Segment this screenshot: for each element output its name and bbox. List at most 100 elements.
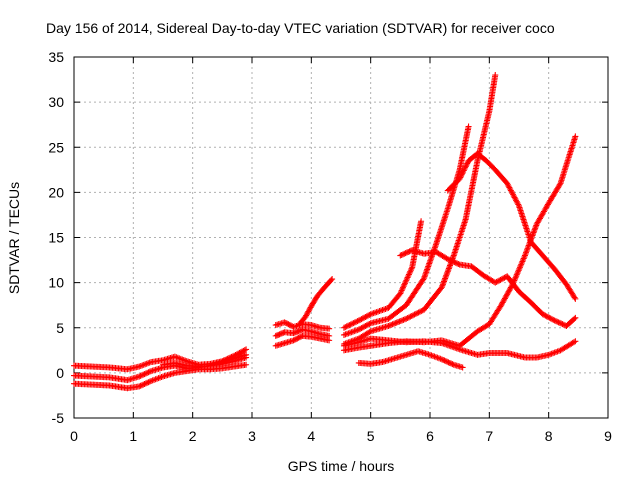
data-point-marker (556, 181, 563, 188)
data-point-marker (138, 372, 145, 379)
data-point-marker (237, 349, 244, 356)
data-point-marker (455, 260, 462, 267)
data-point-marker (137, 372, 144, 379)
data-point-marker (350, 320, 357, 327)
data-point-marker (355, 326, 362, 333)
data-point-marker (236, 349, 243, 356)
data-point-marker (329, 276, 336, 283)
x-tick-label: 6 (426, 428, 434, 444)
data-point-marker (361, 323, 368, 330)
series-track-h-mid-rise (296, 276, 336, 328)
data-point-marker (460, 168, 467, 175)
data-point-marker (497, 276, 504, 283)
series-track-f-mid (272, 326, 333, 339)
data-point-marker (571, 315, 578, 322)
data-point-marker (555, 319, 562, 326)
data-point-marker (441, 357, 448, 364)
data-point-marker (443, 255, 450, 262)
x-tick-labels: 0 1 2 3 4 5 6 7 8 9 (70, 428, 612, 444)
data-point-marker (357, 316, 364, 323)
data-point-marker (359, 324, 366, 331)
data-point-marker (446, 359, 453, 366)
data-point-marker (362, 314, 369, 321)
data-point-marker (345, 322, 352, 329)
data-point-marker (438, 356, 445, 363)
series-track-d-early (160, 354, 250, 370)
data-point-marker (415, 309, 422, 316)
data-point-marker (457, 174, 464, 181)
data-point-marker (551, 317, 558, 324)
data-point-marker (572, 133, 579, 140)
data-point-marker (552, 318, 559, 325)
x-tick-label: 8 (545, 428, 553, 444)
data-point-marker (393, 319, 400, 326)
data-point-marker (243, 354, 250, 361)
data-point-marker (347, 321, 354, 328)
data-point-marker (354, 318, 361, 325)
data-point-marker (542, 312, 549, 319)
y-tick-label: 20 (48, 184, 64, 200)
data-point-marker (351, 319, 358, 326)
data-point-marker (459, 170, 466, 177)
series-track-3-late (340, 133, 579, 354)
data-point-marker (449, 361, 456, 368)
data-point-marker (243, 346, 250, 353)
data-point-marker (243, 361, 250, 368)
data-point-marker (447, 257, 454, 264)
data-point-marker (559, 321, 566, 328)
data-point-marker (399, 317, 406, 324)
data-point-marker (463, 161, 470, 168)
data-point-marker (400, 316, 407, 323)
x-tick-label: 2 (189, 428, 197, 444)
data-point-marker (408, 312, 415, 319)
data-point-marker (462, 163, 469, 170)
data-point-marker (363, 322, 370, 329)
data-point-marker (550, 316, 557, 323)
y-tick-label: 15 (48, 230, 64, 246)
data-point-marker (385, 322, 392, 329)
data-point-marker (136, 373, 143, 380)
data-point-marker (328, 277, 335, 284)
x-tick-label: 3 (248, 428, 256, 444)
data-point-marker (141, 381, 148, 388)
data-point-marker (459, 364, 466, 371)
data-point-marker (366, 311, 373, 318)
data-point-marker (401, 250, 408, 257)
y-tick-label: 25 (48, 139, 64, 155)
data-point-marker (403, 249, 410, 256)
data-point-marker (141, 371, 148, 378)
data-point-marker (420, 276, 427, 283)
data-point-marker (572, 295, 579, 302)
data-point-marker (465, 123, 472, 130)
series-track-8-late (444, 150, 579, 302)
data-point-marker (392, 320, 399, 327)
y-tick-label: 30 (48, 94, 64, 110)
data-point-marker (451, 259, 458, 266)
data-point-marker (144, 379, 151, 386)
data-point-marker (342, 324, 349, 331)
data-point-marker (418, 218, 425, 225)
data-point-marker (456, 175, 463, 182)
data-point-marker (396, 318, 403, 325)
x-tick-label: 7 (485, 428, 493, 444)
data-point-marker (399, 251, 406, 258)
data-point-marker (355, 317, 362, 324)
x-tick-label: 9 (604, 428, 612, 444)
data-point-marker (389, 321, 396, 328)
y-axis-label: SDTVAR / TECUs (6, 182, 22, 294)
chart-title: Day 156 of 2014, Sidereal Day-to-day VTE… (46, 20, 555, 36)
data-point-marker (358, 316, 365, 323)
data-point-marker (418, 308, 425, 315)
data-point-marker (452, 259, 459, 266)
y-tick-label: -5 (52, 410, 65, 426)
data-point-marker (146, 368, 153, 375)
data-point-marker (458, 171, 465, 178)
data-point-marker (145, 379, 152, 386)
data-point-marker (142, 370, 149, 377)
data-point-marker (444, 256, 451, 263)
y-tick-labels: -5 0 5 10 15 20 25 30 35 (48, 49, 64, 426)
data-point-marker (359, 315, 366, 322)
data-point-marker (464, 160, 471, 167)
data-point-marker (461, 166, 468, 173)
data-point-marker (366, 320, 373, 327)
